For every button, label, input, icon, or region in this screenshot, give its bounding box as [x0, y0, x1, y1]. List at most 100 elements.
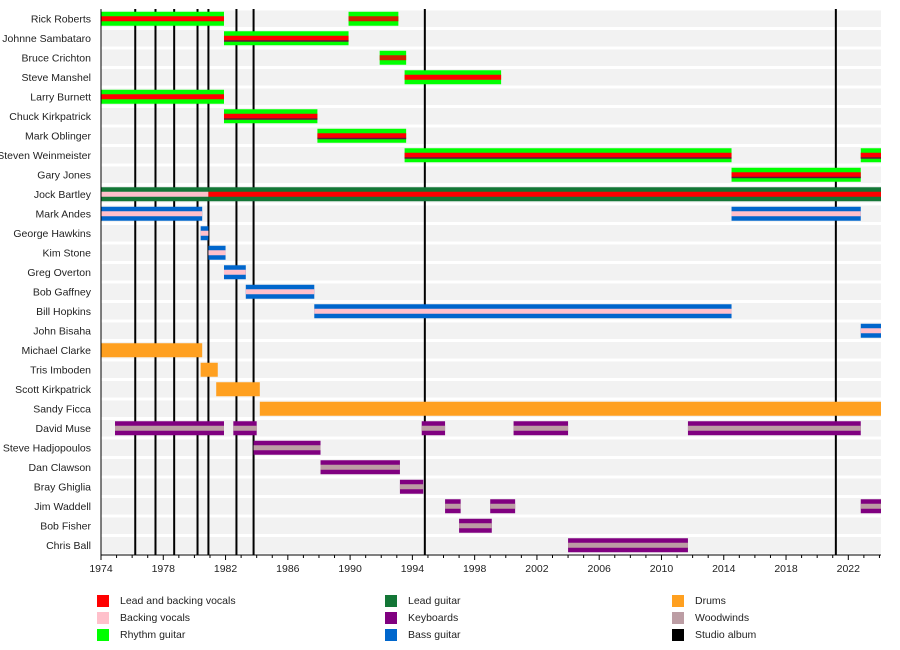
legend-label: Drums	[695, 594, 726, 607]
bar-stripe	[223, 118, 318, 120]
legend-swatch	[385, 594, 397, 607]
member-bar	[115, 421, 224, 436]
x-tick-label: 2018	[774, 563, 798, 575]
member-label: Steve Hadjopoulos	[3, 442, 91, 454]
bar-inner	[445, 503, 461, 509]
member-bar	[320, 460, 400, 475]
member-bar	[101, 11, 224, 26]
bar-inner	[101, 191, 209, 197]
legend-swatch	[385, 628, 397, 641]
member-label: Rick Roberts	[31, 13, 91, 25]
legend-item: Rhythm guitar	[97, 626, 185, 643]
member-label: Michael Clarke	[22, 345, 92, 357]
row-band	[101, 459, 881, 476]
member-bar	[223, 265, 246, 280]
member-bar	[860, 323, 881, 338]
bar-stripe	[731, 176, 861, 179]
member-bar	[731, 167, 861, 182]
member-bar	[860, 499, 881, 514]
bar-inner	[404, 74, 502, 80]
member-bar	[223, 31, 349, 46]
legend-label: Keyboards	[408, 611, 459, 624]
legend-item: Backing vocals	[97, 609, 190, 626]
bar-inner	[208, 191, 881, 197]
bar-inner	[223, 35, 349, 41]
member-bar	[348, 11, 399, 26]
bar-inner	[379, 55, 407, 61]
member-bar	[223, 109, 318, 124]
bar-outer	[101, 343, 203, 358]
bar-inner	[233, 425, 257, 431]
legend-item: Woodwinds	[672, 609, 749, 626]
row-band	[101, 537, 881, 554]
x-tick-label: 1978	[152, 563, 176, 575]
member-label: Bruce Crichton	[22, 52, 92, 64]
member-label: Bob Fisher	[40, 520, 91, 532]
x-tick-label: 1982	[214, 563, 238, 575]
member-label: Steven Weinmeister	[0, 150, 91, 162]
row-band	[101, 88, 881, 105]
legend-label: Woodwinds	[695, 611, 750, 624]
bar-inner	[568, 542, 688, 548]
row-band	[101, 264, 881, 281]
bar-inner	[115, 425, 224, 431]
member-bar	[216, 382, 260, 397]
legend-label: Lead guitar	[408, 594, 461, 607]
member-label: Bray Ghiglia	[34, 481, 91, 493]
bar-outer	[200, 362, 218, 377]
member-bar	[568, 538, 688, 553]
member-bar	[317, 128, 407, 143]
row-band	[101, 108, 881, 125]
x-tick-label: 2002	[525, 563, 549, 575]
bar-inner	[399, 484, 424, 490]
x-tick-label: 1994	[401, 563, 425, 575]
legend-swatch	[385, 611, 397, 624]
bar-outer	[259, 401, 882, 416]
row-band	[101, 342, 881, 359]
bar-outer	[216, 382, 260, 397]
legend-item: Keyboards	[385, 609, 458, 626]
row-band	[101, 30, 881, 47]
row-band	[101, 244, 881, 261]
legend-label: Bass guitar	[408, 628, 461, 641]
member-label: Bob Gaffney	[33, 286, 92, 298]
bar-inner	[860, 152, 881, 158]
row-band	[101, 478, 881, 495]
member-label: Kim Stone	[43, 247, 92, 259]
member-bar	[490, 499, 516, 514]
member-label: Mark Oblinger	[25, 130, 91, 142]
member-bar	[200, 362, 218, 377]
legend-item: Studio album	[672, 626, 756, 643]
legend: Lead and backing vocals Backing vocals Rhy…	[0, 590, 900, 650]
bar-inner	[513, 425, 569, 431]
member-bar	[245, 284, 315, 299]
bar-inner	[223, 269, 246, 275]
bar-inner	[101, 16, 224, 22]
member-bar	[233, 421, 257, 436]
member-label: George Hawkins	[13, 228, 91, 240]
bar-inner	[731, 172, 861, 178]
row-band	[101, 361, 881, 378]
member-bar	[421, 421, 446, 436]
bar-inner	[253, 445, 321, 451]
x-tick-label: 2022	[837, 563, 861, 575]
band-timeline-chart: Rick Roberts Johnne Sambataro Bruce Cricht…	[0, 9, 882, 575]
member-bar	[101, 187, 209, 202]
bar-inner	[459, 523, 492, 529]
bar-inner	[404, 152, 732, 158]
row-band	[101, 439, 881, 456]
row-band	[101, 166, 881, 183]
bar-stripe	[860, 157, 881, 159]
member-bar	[259, 401, 882, 416]
row-band	[101, 225, 881, 242]
membership-bars	[101, 11, 882, 553]
member-label: Chris Ball	[46, 540, 91, 552]
bar-inner	[320, 464, 400, 470]
member-label: Jim Waddell	[34, 501, 91, 513]
row-band	[101, 420, 881, 437]
legend-item: Bass guitar	[385, 626, 461, 643]
member-bar	[208, 187, 881, 202]
member-label: Scott Kirkpatrick	[15, 384, 92, 396]
row-band	[101, 283, 881, 300]
member-bar	[399, 479, 424, 494]
